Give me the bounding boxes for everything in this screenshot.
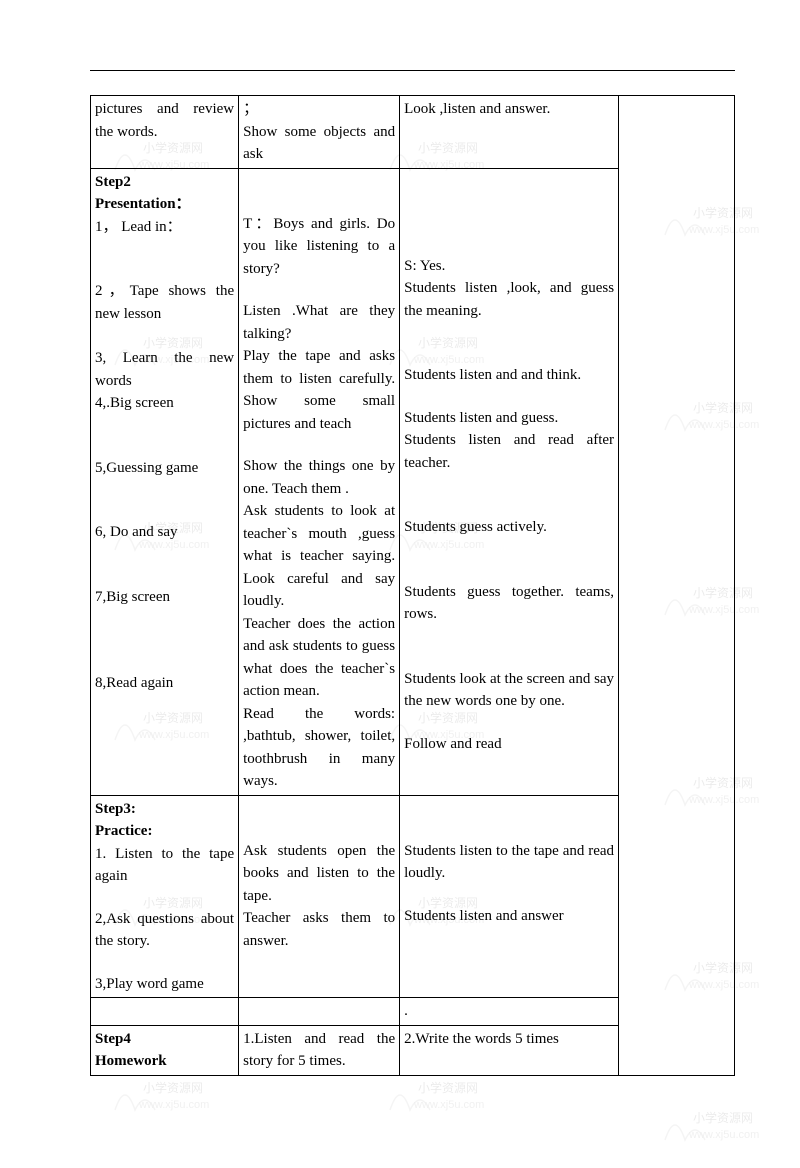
cell-step2-c1: Step2 Presentation： 1， Lead in： 2，Tape s…	[91, 168, 239, 795]
header-line	[90, 70, 735, 71]
text: .	[404, 1003, 408, 1019]
text: Teacher asks them to answer.	[243, 907, 395, 952]
cell-step2-c2: T：Boys and girls. Do you like listening …	[239, 168, 400, 795]
text: Students look at the screen and say the …	[404, 668, 614, 713]
watermark-icon: 小学资源网 www.xj5u.com	[645, 1100, 785, 1160]
svg-text:小学资源网: 小学资源网	[693, 1110, 753, 1125]
text: Teacher does the action and ask students…	[243, 613, 395, 703]
cell-step3-c2: Ask students open the books and listen t…	[239, 795, 400, 998]
step3-title: Step3: Practice:	[95, 798, 234, 843]
table-row: pictures and review the words. ； Show so…	[91, 96, 735, 169]
text: 1.Listen and read the story for 5 times.	[243, 1031, 395, 1070]
text: Look ,listen and answer.	[404, 101, 550, 117]
text: 6, Do and say	[95, 521, 234, 544]
cell-step3-c3: Students listen to the tape and read lou…	[400, 795, 619, 998]
cell-blank	[91, 998, 239, 1026]
text: 1， Lead in：	[95, 216, 234, 239]
document-page: pictures and review the words. ； Show so…	[0, 0, 800, 1106]
text: Students listen and guess.	[404, 407, 614, 430]
cell-step2-c3: S: Yes. Students listen ,look, and guess…	[400, 168, 619, 795]
text: Students listen to the tape and read lou…	[404, 840, 614, 885]
step2-title: Step2 Presentation：	[95, 171, 234, 216]
cell-step4-c3: 2.Write the words 5 times	[400, 1025, 619, 1075]
step4-title: Step4 Homework	[95, 1028, 234, 1073]
text: Students guess actively.	[404, 516, 614, 539]
text: Students listen and and think.	[404, 364, 614, 387]
cell-step1-c3: Look ,listen and answer.	[400, 96, 619, 169]
text: 4,.Big screen	[95, 392, 234, 415]
text: pictures and review the words.	[95, 101, 234, 140]
text: Students listen and read after teacher.	[404, 429, 614, 474]
text: Students listen and answer	[404, 905, 614, 928]
text: 8,Read again	[95, 672, 234, 695]
cell-step1-c1: pictures and review the words.	[91, 96, 239, 169]
text: Students guess together. teams, rows.	[404, 581, 614, 626]
text: 3,Play word game	[95, 973, 234, 996]
text: 3, Learn the new words	[95, 347, 234, 392]
cell-step4-c2: 1.Listen and read the story for 5 times.	[239, 1025, 400, 1075]
text: Listen .What are they talking?	[243, 300, 395, 345]
cell-step1-c2: ； Show some objects and ask	[239, 96, 400, 169]
text: ； Show some objects and ask	[243, 101, 395, 162]
text: S: Yes.	[404, 255, 614, 278]
text: Ask students open the books and listen t…	[243, 840, 395, 908]
cell-step3-c1: Step3: Practice: 1. Listen to the tape a…	[91, 795, 239, 998]
text: 5,Guessing game	[95, 457, 234, 480]
text: Ask students to look at teacher`s mouth …	[243, 500, 395, 613]
text: Read the words: ,bathtub, shower, toilet…	[243, 703, 395, 793]
text: 2,Ask questions about the story.	[95, 908, 234, 953]
text: 7,Big screen	[95, 586, 234, 609]
text: Students listen ,look, and guess the mea…	[404, 277, 614, 322]
text: 2，Tape shows the new lesson	[95, 280, 234, 325]
cell-dot: .	[400, 998, 619, 1026]
cell-step4-c1: Step4 Homework	[91, 1025, 239, 1075]
text: 1. Listen to the tape again	[95, 843, 234, 888]
text: 2.Write the words 5 times	[404, 1031, 559, 1047]
lesson-plan-table: pictures and review the words. ； Show so…	[90, 95, 735, 1076]
text: T：Boys and girls. Do you like listening …	[243, 213, 395, 281]
cell-blank-col4	[619, 96, 735, 1076]
text: Show the things one by one. Teach them .	[243, 455, 395, 500]
svg-text:www.xj5u.com: www.xj5u.com	[688, 1129, 759, 1141]
text: Play the tape and asks them to listen ca…	[243, 345, 395, 435]
cell-blank	[239, 998, 400, 1026]
text: Follow and read	[404, 733, 614, 756]
